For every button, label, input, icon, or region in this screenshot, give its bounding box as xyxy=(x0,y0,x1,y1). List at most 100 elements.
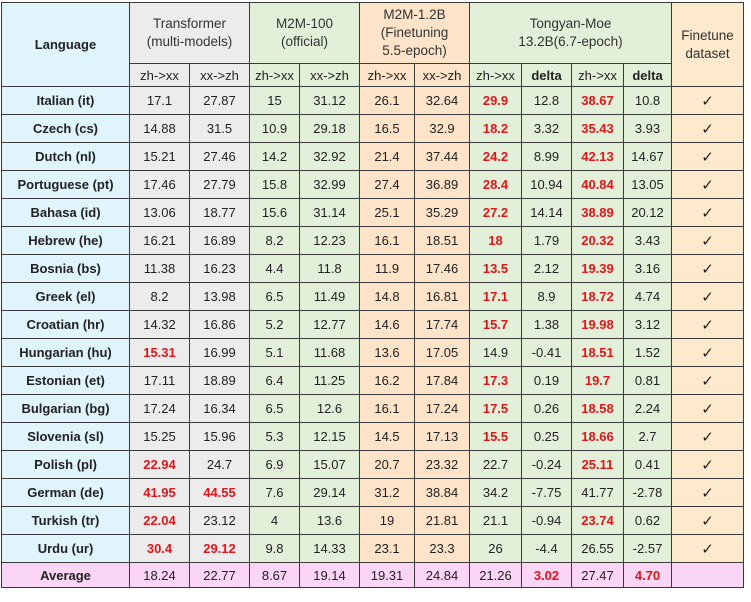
value-cell: 15 xyxy=(249,86,300,115)
table-row: Italian (it) 17.1 27.87 15 31.12 26.1 32.64 29.… xyxy=(1,86,744,115)
value-cell: 11.38 xyxy=(129,254,190,283)
value-cell: 16.23 xyxy=(189,254,250,283)
value-cell: 1.79 xyxy=(521,226,572,255)
checkmark-icon: ✓ xyxy=(671,282,744,311)
value-cell: 28.4 xyxy=(469,170,522,199)
value-cell: 19.39 xyxy=(571,254,624,283)
m2m12b-header: M2M-1.2B (Finetuning 5.5-epoch) xyxy=(359,2,470,64)
table-row: Turkish (tr) 22.04 23.12 4 13.6 19 21.81 21.1 -0… xyxy=(1,506,744,535)
value-cell: 15.7 xyxy=(469,310,522,339)
value-cell: 13.06 xyxy=(129,198,190,227)
value-cell: 27.79 xyxy=(189,170,250,199)
value-cell: 17.3 xyxy=(469,366,522,395)
checkmark-icon: ✓ xyxy=(671,198,744,227)
average-value-cell: 27.47 xyxy=(571,562,624,588)
value-cell: 17.24 xyxy=(414,394,470,423)
value-cell: 17.05 xyxy=(414,338,470,367)
value-cell: 34.2 xyxy=(469,478,522,507)
value-cell: 24.7 xyxy=(189,450,250,479)
value-cell: 13.5 xyxy=(469,254,522,283)
checkmark-icon: ✓ xyxy=(671,338,744,367)
checkmark-icon: ✓ xyxy=(671,506,744,535)
average-row: Average 18.24 22.77 8.67 19.14 19.31 24.84 21.2… xyxy=(1,562,744,588)
value-cell: 15.6 xyxy=(249,198,300,227)
value-cell: 14.32 xyxy=(129,310,190,339)
value-cell: -0.41 xyxy=(521,338,572,367)
table-row: Estonian (et) 17.11 18.89 6.4 11.25 16.2 17.84… xyxy=(1,366,744,395)
value-cell: 23.1 xyxy=(359,534,415,563)
value-cell: 10.8 xyxy=(623,86,672,115)
value-cell: 17.1 xyxy=(469,282,522,311)
value-cell: 18.77 xyxy=(189,198,250,227)
value-cell: 27.46 xyxy=(189,142,250,171)
value-cell: 27.4 xyxy=(359,170,415,199)
language-cell: Estonian (et) xyxy=(1,366,130,395)
value-cell: 42.13 xyxy=(571,142,624,171)
value-cell: 18.2 xyxy=(469,114,522,143)
value-cell: 23.12 xyxy=(189,506,250,535)
value-cell: 15.96 xyxy=(189,422,250,451)
language-cell: Greek (el) xyxy=(1,282,130,311)
value-cell: 17.13 xyxy=(414,422,470,451)
table-row: Portuguese (pt) 17.46 27.79 15.8 32.99 27.4 36… xyxy=(1,170,744,199)
language-cell: Slovenia (sl) xyxy=(1,422,130,451)
value-cell: 29.9 xyxy=(469,86,522,115)
value-cell: 3.32 xyxy=(521,114,572,143)
value-cell: 17.1 xyxy=(129,86,190,115)
language-cell: German (de) xyxy=(1,478,130,507)
value-cell: 14.67 xyxy=(623,142,672,171)
value-cell: 9.8 xyxy=(249,534,300,563)
value-cell: 12.15 xyxy=(299,422,360,451)
value-cell: 21.81 xyxy=(414,506,470,535)
value-cell: 19.7 xyxy=(571,366,624,395)
language-cell: Portuguese (pt) xyxy=(1,170,130,199)
value-cell: 38.89 xyxy=(571,198,624,227)
value-cell: 16.81 xyxy=(414,282,470,311)
table-row: Dutch (nl) 15.21 27.46 14.2 32.92 21.4 37.44 24… xyxy=(1,142,744,171)
value-cell: -0.24 xyxy=(521,450,572,479)
average-empty-cell xyxy=(671,562,744,588)
table-row: Hungarian (hu) 15.31 16.99 5.1 11.68 13.6 17.0… xyxy=(1,338,744,367)
subheader-8: zh->xx xyxy=(571,63,624,87)
value-cell: 6.9 xyxy=(249,450,300,479)
table-row: Bahasa (id) 13.06 18.77 15.6 31.14 25.1 35.29 2… xyxy=(1,198,744,227)
language-cell: Dutch (nl) xyxy=(1,142,130,171)
value-cell: 41.95 xyxy=(129,478,190,507)
checkmark-icon: ✓ xyxy=(671,422,744,451)
value-cell: 11.25 xyxy=(299,366,360,395)
value-cell: 14.5 xyxy=(359,422,415,451)
language-cell: Czech (cs) xyxy=(1,114,130,143)
value-cell: 19.98 xyxy=(571,310,624,339)
value-cell: 1.38 xyxy=(521,310,572,339)
value-cell: 2.7 xyxy=(623,422,672,451)
value-cell: 3.93 xyxy=(623,114,672,143)
value-cell: 10.94 xyxy=(521,170,572,199)
average-value-cell: 19.14 xyxy=(299,562,360,588)
value-cell: 17.5 xyxy=(469,394,522,423)
value-cell: 18.89 xyxy=(189,366,250,395)
value-cell: 14.14 xyxy=(521,198,572,227)
value-cell: 17.46 xyxy=(129,170,190,199)
value-cell: 18.51 xyxy=(571,338,624,367)
subheader-2: zh->xx xyxy=(249,63,300,87)
value-cell: 0.81 xyxy=(623,366,672,395)
table-row: Bosnia (bs) 11.38 16.23 4.4 11.8 11.9 17.46 13.… xyxy=(1,254,744,283)
value-cell: 13.6 xyxy=(299,506,360,535)
subheader-9: delta xyxy=(623,63,672,87)
table-row: German (de) 41.95 44.55 7.6 29.14 31.2 38.84 34… xyxy=(1,478,744,507)
language-header: Language xyxy=(1,2,130,87)
average-value-cell: 22.77 xyxy=(189,562,250,588)
value-cell: 27.2 xyxy=(469,198,522,227)
value-cell: 11.68 xyxy=(299,338,360,367)
average-value-cell: 8.67 xyxy=(249,562,300,588)
value-cell: 14.8 xyxy=(359,282,415,311)
subheader-5: xx->zh xyxy=(414,63,470,87)
table-row: Polish (pl) 22.94 24.7 6.9 15.07 20.7 23.32 22.… xyxy=(1,450,744,479)
value-cell: 35.43 xyxy=(571,114,624,143)
subheader-4: zh->xx xyxy=(359,63,415,87)
value-cell: 19 xyxy=(359,506,415,535)
value-cell: 3.12 xyxy=(623,310,672,339)
value-cell: 41.77 xyxy=(571,478,624,507)
value-cell: 18.66 xyxy=(571,422,624,451)
value-cell: 18 xyxy=(469,226,522,255)
